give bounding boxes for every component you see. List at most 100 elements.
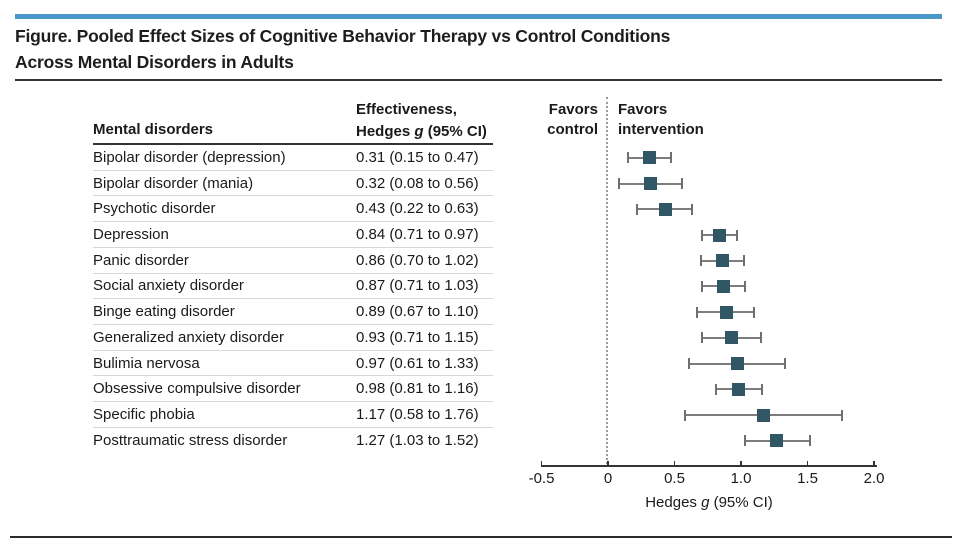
ci-cap-high <box>681 178 684 190</box>
disorder-label: Specific phobia <box>93 406 195 424</box>
column-header-effectiveness-line2: Hedges g (95% CI) <box>356 123 487 140</box>
effect-value: 0.31 (0.15 to 0.47) <box>356 148 479 166</box>
effect-value: 0.98 (0.81 to 1.16) <box>356 380 479 398</box>
x-axis-tick-label: 2.0 <box>863 470 885 487</box>
disorder-label: Generalized anxiety disorder <box>93 328 284 346</box>
table-row: Generalized anxiety disorder 0.93 (0.71 t… <box>93 325 493 351</box>
disorder-label: Binge eating disorder <box>93 303 235 321</box>
table-row: Depression 0.84 (0.71 to 0.97) <box>93 222 493 248</box>
ci-cap-high <box>759 332 762 344</box>
effect-marker <box>642 151 656 165</box>
x-axis-tick-label: 1.0 <box>730 470 752 487</box>
disorder-label: Panic disorder <box>93 251 189 269</box>
ci-cap-low <box>701 332 704 344</box>
figure-title-line2: Across Mental Disorders in Adults <box>15 52 294 72</box>
x-axis-tick <box>873 461 875 466</box>
title-divider <box>15 79 942 81</box>
effect-marker <box>717 279 731 293</box>
favors-control-label: Favors control <box>547 101 598 138</box>
x-axis-tick <box>740 461 742 466</box>
ci-cap-low <box>626 152 629 164</box>
accent-top-bar <box>15 14 942 19</box>
effect-marker <box>725 331 739 345</box>
effect-value: 0.43 (0.22 to 0.63) <box>356 200 479 218</box>
table-row: Psychotic disorder 0.43 (0.22 to 0.63) <box>93 196 493 223</box>
table-row: Binge eating disorder 0.89 (0.67 to 1.10) <box>93 299 493 326</box>
ci-cap-high <box>783 358 786 370</box>
ci-cap-high <box>690 203 693 215</box>
ci-cap-low <box>700 255 703 267</box>
ci-cap-low <box>701 229 704 241</box>
table-row: Bipolar disorder (depression) 0.31 (0.15 … <box>93 145 493 171</box>
disorder-label: Bipolar disorder (mania) <box>93 174 254 192</box>
figure-title: Figure. Pooled Effect Sizes of Cognitive… <box>15 23 815 75</box>
table-row: Panic disorder 0.86 (0.70 to 1.02) <box>93 248 493 274</box>
table-row: Bipolar disorder (mania) 0.32 (0.08 to 0.… <box>93 171 493 197</box>
column-header-effectiveness: Effectiveness, Hedges g (95% CI) <box>356 99 487 143</box>
ci-cap-high <box>809 435 812 447</box>
x-axis-tick-label: 1.5 <box>797 470 818 487</box>
effect-marker <box>719 305 733 319</box>
x-axis-line <box>541 465 877 467</box>
ci-cap-high <box>736 229 738 241</box>
disorder-label: Posttraumatic stress disorder <box>93 432 288 450</box>
effect-value: 0.97 (0.61 to 1.33) <box>356 354 479 372</box>
effect-marker <box>730 357 744 371</box>
effect-marker <box>770 434 784 448</box>
table-row: Posttraumatic stress disorder 1.27 (1.03 … <box>93 428 493 454</box>
favors-intervention-label: Favors intervention <box>618 101 704 138</box>
ci-cap-high <box>743 280 746 292</box>
disorder-label: Psychotic disorder <box>93 200 216 218</box>
effect-marker <box>757 408 771 422</box>
ci-cap-low <box>701 280 704 292</box>
figure-title-line1: Figure. Pooled Effect Sizes of Cognitive… <box>15 26 671 46</box>
x-axis-title: Hedges g (95% CI) <box>645 494 773 511</box>
ci-cap-low <box>684 409 687 421</box>
effect-marker <box>644 177 658 191</box>
zero-reference-line <box>606 97 608 464</box>
table-row: Social anxiety disorder 0.87 (0.71 to 1.0… <box>93 274 493 300</box>
x-axis-tick <box>806 461 809 466</box>
column-header-effectiveness-line1: Effectiveness, <box>356 101 457 118</box>
ci-cap-low <box>696 306 699 318</box>
ci-cap-high <box>669 152 672 164</box>
effect-marker <box>715 254 729 268</box>
x-axis-tick-label: -0.5 <box>528 470 555 487</box>
disorder-label: Bipolar disorder (depression) <box>93 148 286 166</box>
ci-cap-low <box>636 203 639 215</box>
table-row: Bulimia nervosa 0.97 (0.61 to 1.33) <box>93 351 493 377</box>
table-row: Specific phobia 1.17 (0.58 to 1.76) <box>93 402 493 428</box>
table-header-divider <box>93 143 493 145</box>
disorder-label: Social anxiety disorder <box>93 277 244 295</box>
x-axis-tick-label: 0 <box>603 470 613 487</box>
effect-value: 0.86 (0.70 to 1.02) <box>356 251 479 269</box>
ci-cap-high <box>761 383 764 395</box>
effect-marker <box>713 228 727 242</box>
effect-value: 0.32 (0.08 to 0.56) <box>356 174 479 192</box>
disorder-label: Depression <box>93 226 169 244</box>
effect-value: 0.89 (0.67 to 1.10) <box>356 303 479 321</box>
effect-value: 1.27 (1.03 to 1.52) <box>356 432 479 450</box>
x-axis-tick <box>607 461 609 466</box>
table-body: Bipolar disorder (depression) 0.31 (0.15 … <box>93 145 493 454</box>
ci-cap-high <box>753 306 756 318</box>
ci-cap-high <box>742 255 745 267</box>
ci-cap-low <box>688 358 691 370</box>
x-axis-tick <box>673 461 676 466</box>
column-header-disorders: Mental disorders <box>93 121 214 138</box>
disorder-label: Obsessive compulsive disorder <box>93 380 301 398</box>
effect-value: 1.17 (0.58 to 1.76) <box>356 406 479 424</box>
disorder-label: Bulimia nervosa <box>93 354 200 372</box>
effect-marker <box>658 202 672 216</box>
x-axis-tick <box>540 461 543 466</box>
figure-bottom-rule <box>10 536 952 538</box>
effect-marker <box>731 382 745 396</box>
effect-value: 0.87 (0.71 to 1.03) <box>356 277 479 295</box>
ci-cap-high <box>841 409 844 421</box>
effect-value: 0.84 (0.71 to 0.97) <box>356 226 479 244</box>
ci-cap-low <box>743 435 746 447</box>
ci-cap-low <box>714 383 717 395</box>
table-row: Obsessive compulsive disorder 0.98 (0.81 … <box>93 376 493 403</box>
x-axis-tick-label: 0.5 <box>664 470 685 487</box>
